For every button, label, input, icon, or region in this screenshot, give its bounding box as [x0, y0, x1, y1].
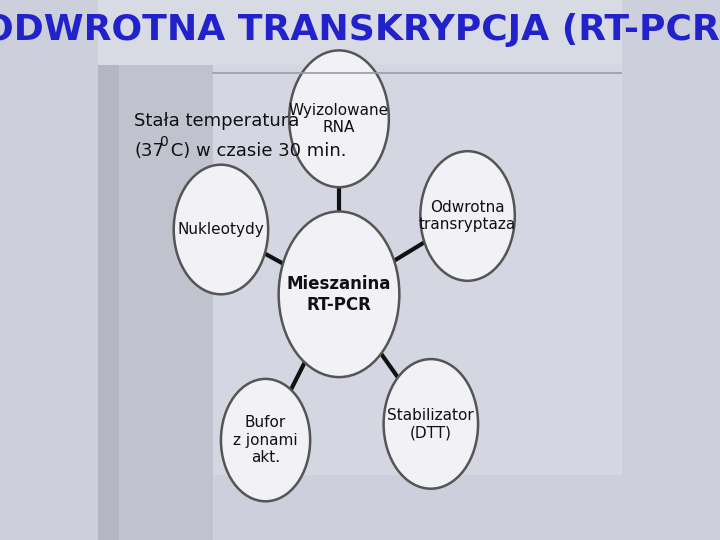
Text: Nukleotydy: Nukleotydy: [178, 222, 264, 237]
FancyBboxPatch shape: [98, 0, 119, 540]
Text: Odwrotna
transryptaza: Odwrotna transryptaza: [419, 200, 516, 232]
Text: Stabilizator
(DTT): Stabilizator (DTT): [387, 408, 474, 440]
Ellipse shape: [289, 50, 389, 187]
FancyBboxPatch shape: [98, 0, 622, 65]
Text: Wyizolowane
RNA: Wyizolowane RNA: [289, 103, 389, 135]
Text: Bufor
z jonami
akt.: Bufor z jonami akt.: [233, 415, 298, 465]
Ellipse shape: [221, 379, 310, 501]
Ellipse shape: [279, 212, 400, 377]
Text: (37: (37: [135, 142, 164, 160]
Ellipse shape: [384, 359, 478, 489]
FancyBboxPatch shape: [119, 0, 213, 540]
Text: Stała temperatura: Stała temperatura: [135, 112, 300, 131]
Text: Mieszanina
RT-PCR: Mieszanina RT-PCR: [287, 275, 391, 314]
Text: 0: 0: [160, 135, 168, 149]
FancyBboxPatch shape: [213, 65, 622, 475]
Ellipse shape: [174, 165, 268, 294]
Text: ODWROTNA TRANSKRYPCJA (RT-PCR): ODWROTNA TRANSKRYPCJA (RT-PCR): [0, 13, 720, 46]
Text: C) w czasie 30 min.: C) w czasie 30 min.: [165, 142, 346, 160]
Ellipse shape: [420, 151, 515, 281]
